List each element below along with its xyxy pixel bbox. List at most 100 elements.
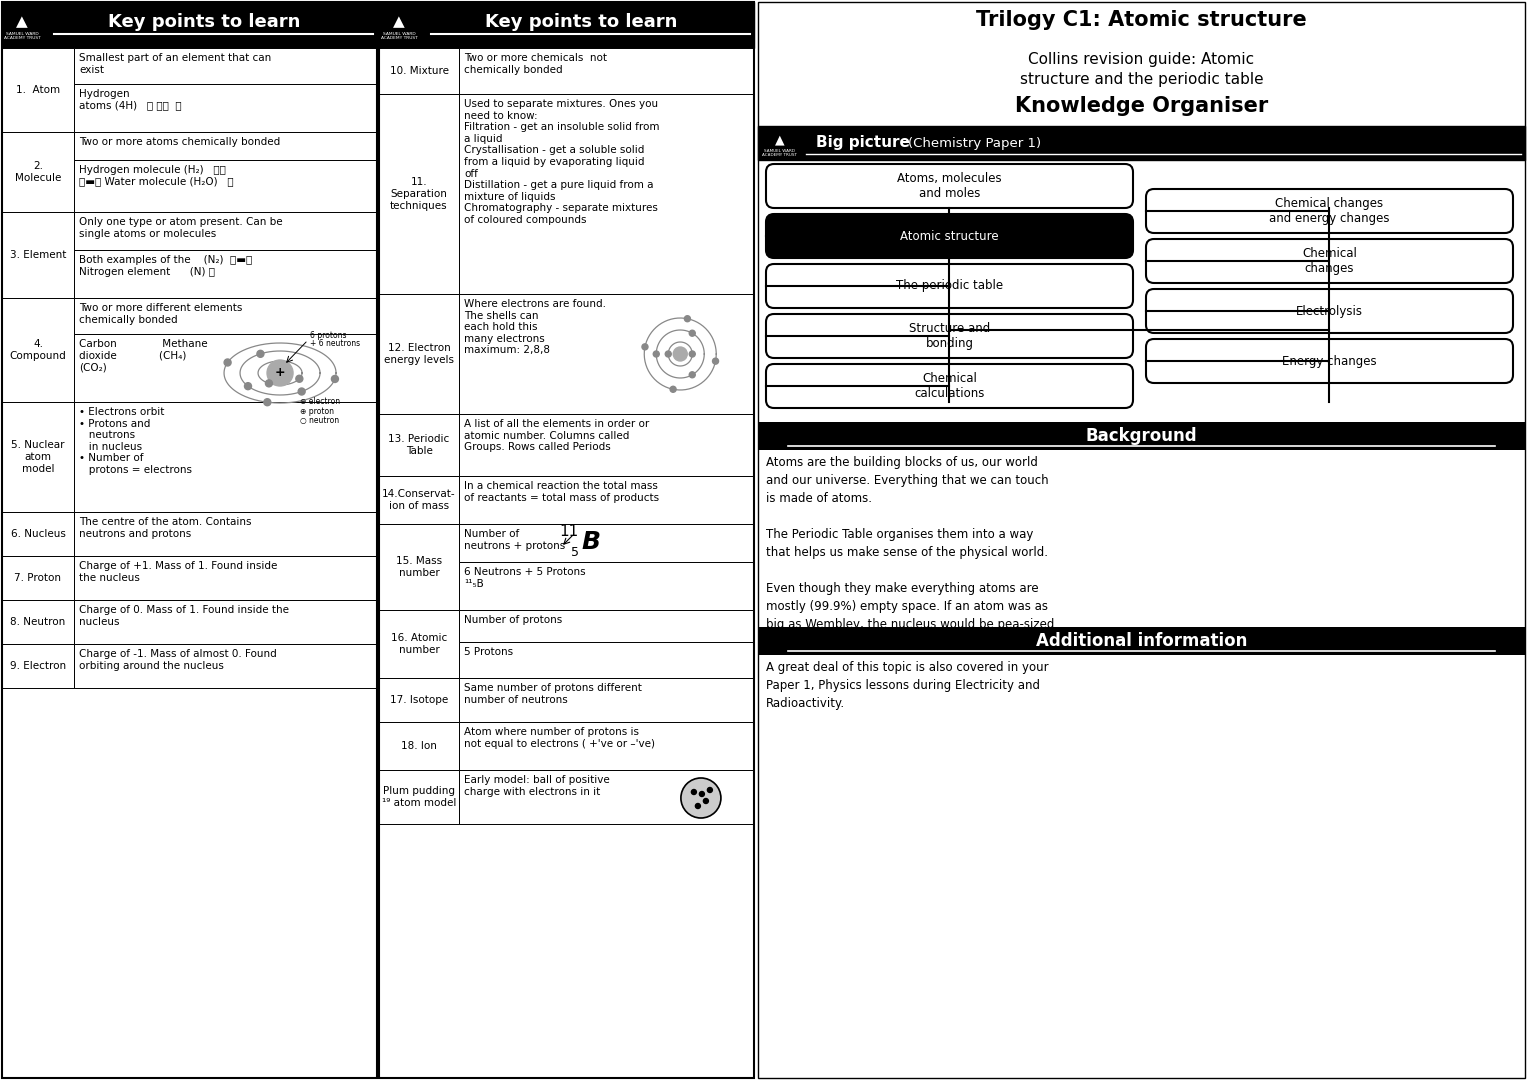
FancyBboxPatch shape	[1145, 189, 1513, 233]
Text: Only one type or atom present. Can be
single atoms or molecules: Only one type or atom present. Can be si…	[79, 217, 282, 239]
Text: Hydrogen molecule (H₂)   ⓔⓔ
ⓔ▬ⓔ Water molecule (H₂O)   ⓞ: Hydrogen molecule (H₂) ⓔⓔ ⓔ▬ⓔ Water mole…	[79, 165, 234, 187]
Text: Big picture: Big picture	[815, 135, 915, 150]
Text: 5: 5	[571, 545, 579, 558]
Bar	[460, 562, 754, 610]
Bar	[379, 48, 460, 94]
Bar	[460, 642, 754, 678]
Bar	[2, 212, 73, 298]
Text: 6 Neutrons + 5 Protons
¹¹₅B: 6 Neutrons + 5 Protons ¹¹₅B	[464, 567, 586, 589]
Bar	[757, 126, 1525, 160]
Text: 6. Nucleus: 6. Nucleus	[11, 529, 66, 539]
FancyBboxPatch shape	[767, 314, 1133, 357]
Circle shape	[264, 399, 270, 406]
Bar	[2, 512, 73, 556]
Text: • Electrons orbit
• Protons and
   neutrons
   in nucleus
• Number of
   protons: • Electrons orbit • Protons and neutrons…	[79, 407, 192, 475]
Text: 17. Isotope: 17. Isotope	[389, 696, 447, 705]
Text: Same number of protons different
number of neutrons: Same number of protons different number …	[464, 683, 641, 704]
FancyBboxPatch shape	[1145, 339, 1513, 383]
Text: 13. Periodic
Table: 13. Periodic Table	[388, 434, 449, 456]
Bar	[73, 334, 377, 402]
Bar	[379, 524, 460, 610]
Text: 6 protons: 6 protons	[310, 330, 347, 339]
FancyBboxPatch shape	[767, 364, 1133, 408]
Bar	[460, 723, 754, 770]
Text: Key points to learn: Key points to learn	[486, 13, 678, 31]
Text: Atoms, molecules
and moles: Atoms, molecules and moles	[898, 172, 1002, 200]
Text: 10. Mixture: 10. Mixture	[389, 66, 449, 76]
Bar	[379, 414, 460, 476]
Bar	[73, 512, 377, 556]
Text: 5. Nuclear
atom
model: 5. Nuclear atom model	[11, 441, 64, 474]
Text: Energy changes: Energy changes	[1283, 354, 1377, 367]
Text: 14.Conservat-
ion of mass: 14.Conservat- ion of mass	[382, 489, 457, 511]
Text: Two or more atoms chemically bonded: Two or more atoms chemically bonded	[79, 137, 281, 147]
Text: Two or more different elements
chemically bonded: Two or more different elements chemicall…	[79, 303, 243, 325]
Bar	[73, 600, 377, 644]
Circle shape	[704, 798, 709, 804]
Bar	[73, 48, 377, 84]
Circle shape	[695, 804, 701, 809]
Bar	[379, 610, 460, 678]
Circle shape	[654, 351, 660, 357]
Text: Number of protons: Number of protons	[464, 615, 562, 625]
Text: SAMUEL WARD
ACADEMY TRUST: SAMUEL WARD ACADEMY TRUST	[762, 149, 797, 158]
Bar	[379, 770, 460, 824]
Bar	[460, 610, 754, 642]
Bar	[460, 414, 754, 476]
Text: Structure and
bonding: Structure and bonding	[909, 322, 989, 350]
Bar	[379, 476, 460, 524]
Text: Two or more chemicals  not
chemically bonded: Two or more chemicals not chemically bon…	[464, 53, 608, 75]
Text: Collins revision guide: Atomic
structure and the periodic table: Collins revision guide: Atomic structure…	[1020, 52, 1263, 86]
Circle shape	[689, 372, 695, 378]
Text: Where electrons are found.
The shells can
each hold this
many electrons
maximum:: Where electrons are found. The shells ca…	[464, 299, 606, 355]
Text: 1.  Atom: 1. Atom	[15, 85, 60, 95]
Bar	[460, 94, 754, 294]
Text: 16. Atomic
number: 16. Atomic number	[391, 633, 447, 654]
Circle shape	[298, 388, 305, 395]
FancyBboxPatch shape	[767, 164, 1133, 208]
Text: ▲: ▲	[17, 14, 27, 29]
Circle shape	[244, 382, 252, 390]
Bar	[2, 402, 73, 512]
Circle shape	[681, 778, 721, 818]
Text: Charge of 0. Mass of 1. Found inside the
nucleus: Charge of 0. Mass of 1. Found inside the…	[79, 605, 289, 626]
Circle shape	[331, 376, 339, 382]
Bar	[757, 2, 1525, 1078]
Circle shape	[692, 789, 696, 795]
Text: 5 Protons: 5 Protons	[464, 647, 513, 657]
Circle shape	[689, 351, 695, 357]
Bar	[379, 294, 460, 414]
Bar	[2, 644, 73, 688]
Text: 15. Mass
number: 15. Mass number	[395, 556, 441, 578]
Bar	[73, 84, 377, 132]
FancyBboxPatch shape	[767, 214, 1133, 258]
Text: Charge of -1. Mass of almost 0. Found
orbiting around the nucleus: Charge of -1. Mass of almost 0. Found or…	[79, 649, 276, 671]
Text: The periodic table: The periodic table	[896, 280, 1003, 293]
Bar	[73, 298, 377, 334]
Text: Key points to learn: Key points to learn	[108, 13, 301, 31]
Text: (Chemistry Paper 1): (Chemistry Paper 1)	[909, 136, 1041, 149]
Circle shape	[699, 792, 704, 797]
Text: The centre of the atom. Contains
neutrons and protons: The centre of the atom. Contains neutron…	[79, 517, 252, 539]
Bar	[379, 2, 754, 48]
Bar	[2, 2, 377, 48]
Text: SAMUEL WARD
ACADEMY TRUST: SAMUEL WARD ACADEMY TRUST	[3, 31, 40, 40]
Text: 12. Electron
energy levels: 12. Electron energy levels	[383, 343, 454, 365]
Bar	[2, 2, 377, 1078]
Text: 18. Ion: 18. Ion	[402, 741, 437, 751]
Bar	[757, 627, 1525, 654]
Text: Chemical
calculations: Chemical calculations	[915, 372, 985, 400]
FancyBboxPatch shape	[1145, 289, 1513, 333]
Circle shape	[296, 375, 302, 382]
Bar	[2, 556, 73, 600]
Circle shape	[266, 380, 272, 387]
Text: 11: 11	[560, 525, 579, 540]
Text: Number of
neutrons + protons: Number of neutrons + protons	[464, 529, 565, 551]
Bar	[460, 524, 754, 562]
Circle shape	[224, 359, 231, 366]
Text: Hydrogen
atoms (4H)   ⓔ ⓔⓔ  ⓔ: Hydrogen atoms (4H) ⓔ ⓔⓔ ⓔ	[79, 89, 182, 110]
Bar	[2, 298, 73, 402]
Text: Background: Background	[1086, 427, 1197, 445]
Circle shape	[713, 359, 719, 364]
Circle shape	[673, 347, 687, 361]
